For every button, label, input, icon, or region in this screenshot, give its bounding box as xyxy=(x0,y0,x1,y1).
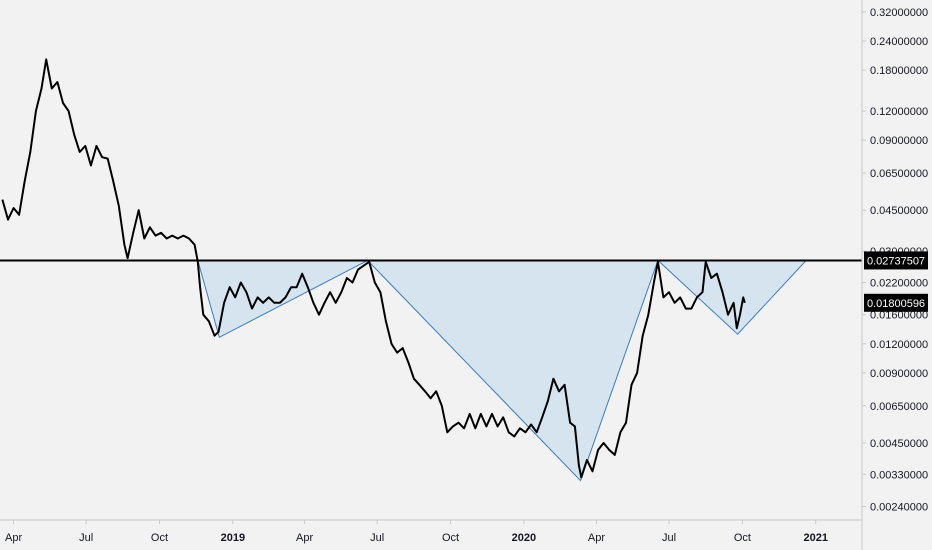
y-tick-label: 0.02200000 xyxy=(870,278,928,290)
x-tick-label: 2021 xyxy=(804,532,828,544)
y-tick-label: 0.32000000 xyxy=(870,7,928,19)
y-tick-label: 0.24000000 xyxy=(870,36,928,48)
x-tick-label: 2020 xyxy=(512,532,536,544)
y-tick-label: 0.00330000 xyxy=(870,469,928,481)
y-tick-label: 0.00240000 xyxy=(870,502,928,514)
x-tick-label: Oct xyxy=(734,532,751,544)
y-tick-label: 0.00650000 xyxy=(870,401,928,413)
x-tick-label: 2019 xyxy=(221,532,245,544)
x-tick-label: Apr xyxy=(5,532,22,544)
y-tick-label: 0.09000000 xyxy=(870,135,928,147)
x-tick-label: Apr xyxy=(588,532,605,544)
x-axis[interactable]: Apr Jul Oct 2019 Apr Jul Oct 2020 Apr Jul Oct 2021 xyxy=(5,520,828,544)
resistance-label-text: 0.02737507 xyxy=(867,255,925,267)
x-tick-label: Jul xyxy=(370,532,384,544)
y-axis[interactable]: 0.32000000 0.24000000 0.18000000 0.12000000… xyxy=(862,7,928,514)
x-tick-label: Jul xyxy=(662,532,676,544)
y-tick-label: 0.04500000 xyxy=(870,205,928,217)
price-line-series xyxy=(1,58,746,479)
x-tick-label: Apr xyxy=(296,532,313,544)
y-tick-label: 0.00450000 xyxy=(870,438,928,450)
last-price-label-text: 0.01800596 xyxy=(867,298,925,310)
y-tick-label: 0.01600000 xyxy=(870,310,928,322)
y-tick-label: 0.00900000 xyxy=(870,368,928,380)
last-price-label-background xyxy=(864,293,928,312)
x-tick-label: Oct xyxy=(151,532,168,544)
resistance-label-background xyxy=(864,251,928,270)
resistance-price-label: 0.02737507 xyxy=(864,251,928,270)
last-price-label: 0.01800596 xyxy=(864,293,928,312)
y-tick-label: 0.01200000 xyxy=(870,339,928,351)
x-tick-label: Jul xyxy=(79,532,93,544)
y-tick-label: 0.18000000 xyxy=(870,65,928,77)
y-tick-label: 0.12000000 xyxy=(870,106,928,118)
y-tick-label: 0.06500000 xyxy=(870,168,928,180)
x-tick-label: Oct xyxy=(442,532,459,544)
